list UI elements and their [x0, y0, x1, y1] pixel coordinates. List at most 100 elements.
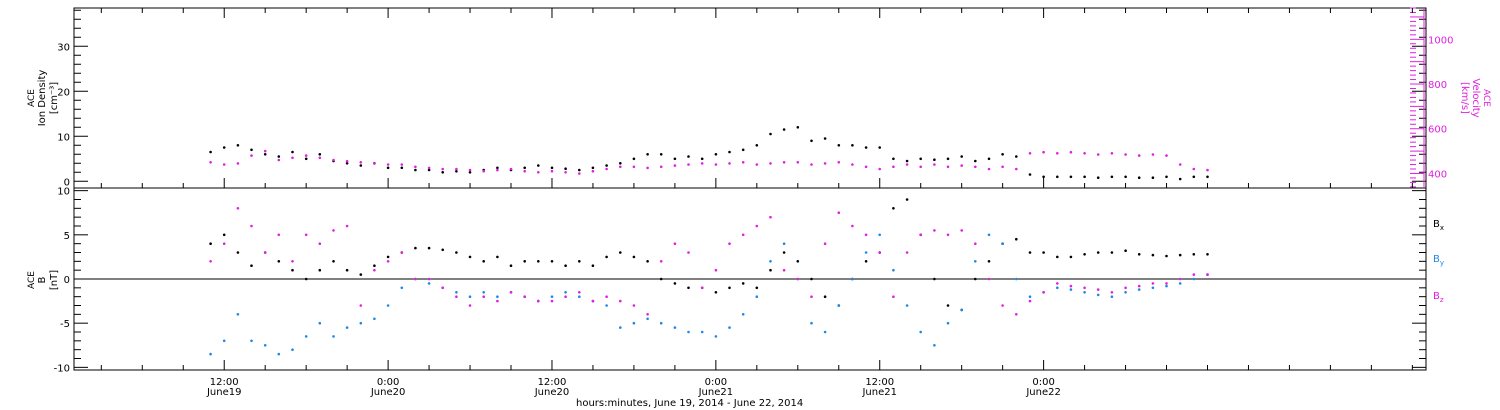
density-point: [250, 148, 253, 152]
bz-point: [386, 260, 390, 263]
bx-point: [1056, 255, 1059, 259]
velocity-tick-label: 1000: [1428, 35, 1453, 46]
bz-point: [741, 233, 745, 237]
velocity-point: [523, 169, 526, 173]
by-point: [810, 321, 813, 325]
bz-point: [687, 251, 690, 254]
by-point: [1069, 288, 1073, 291]
top-left-ylabel-line3: [cm⁻³]: [49, 82, 60, 114]
by-point: [1015, 277, 1018, 281]
by-point: [263, 344, 267, 347]
velocity-point: [796, 161, 800, 164]
ion-density-series: [209, 126, 1209, 181]
velocity-point: [741, 161, 745, 164]
bx-point: [1110, 251, 1114, 254]
bz-point: [263, 251, 267, 254]
by-point: [851, 277, 854, 281]
velocity-point: [605, 167, 608, 171]
velocity-point: [468, 168, 472, 172]
velocity-point: [496, 168, 499, 172]
velocity-point: [687, 163, 690, 166]
bz-point: [236, 207, 240, 210]
bx-point: [796, 260, 800, 263]
velocity-point: [509, 167, 513, 171]
bx-point: [1192, 253, 1196, 256]
velocity-point: [933, 163, 936, 166]
top-right-ylabel: ACE Velocity [km/s]: [1459, 78, 1491, 117]
bx-point: [769, 268, 772, 272]
bz-point: [591, 299, 595, 303]
top-right-ylabel-line3: [km/s]: [1459, 82, 1470, 114]
velocity-point: [851, 163, 854, 166]
density-tick-label: 10: [57, 132, 70, 143]
density-point: [578, 168, 581, 172]
by-point: [1137, 288, 1141, 291]
top-left-ylabel-line1: ACE: [27, 89, 37, 107]
density-point: [905, 159, 909, 163]
density-point: [687, 155, 690, 158]
by-point: [1178, 282, 1182, 285]
bz-point: [837, 211, 841, 214]
density-point: [1015, 155, 1018, 158]
by-point: [400, 286, 404, 290]
density-point: [605, 164, 608, 167]
velocity-point: [277, 158, 281, 162]
velocity-point: [632, 165, 636, 169]
velocity-point: [782, 161, 786, 164]
density-point: [892, 157, 895, 161]
velocity-point: [946, 165, 950, 169]
bx-point: [523, 260, 526, 263]
density-point: [441, 171, 445, 174]
bz-point: [291, 260, 294, 263]
by-point: [782, 242, 786, 245]
bz-point: [345, 224, 349, 228]
bz-point: [373, 268, 376, 272]
velocity-point: [1001, 165, 1004, 169]
velocity-point: [659, 165, 663, 169]
bz-point: [209, 260, 212, 263]
bz-point: [700, 286, 704, 290]
velocity-point: [769, 162, 772, 165]
density-point: [359, 164, 363, 167]
bz-point: [1192, 273, 1196, 276]
bx-point: [591, 264, 595, 268]
by-point: [933, 344, 936, 347]
bx-point: [1137, 253, 1141, 256]
by-point: [837, 304, 841, 307]
density-point: [468, 171, 472, 174]
density-point: [345, 162, 349, 165]
by-point: [345, 326, 349, 329]
by-point: [250, 339, 253, 343]
velocity-point: [1124, 153, 1127, 156]
bz-point: [578, 291, 581, 294]
velocity-point: [673, 164, 677, 167]
top-left-ylabel: ACE Ion Density [cm⁻³]: [27, 70, 60, 127]
bz-point: [537, 299, 540, 303]
bx-point: [550, 260, 554, 263]
density-point: [209, 150, 212, 154]
density-point: [427, 168, 431, 172]
by-point: [823, 330, 827, 334]
by-point: [987, 233, 991, 237]
density-tick-label: 0: [64, 177, 70, 188]
bz-point: [878, 251, 881, 254]
bx-point: [1083, 253, 1086, 256]
bz-point: [455, 295, 458, 299]
bz-point: [823, 242, 827, 245]
bz-point: [1151, 282, 1155, 285]
by-point: [1124, 291, 1127, 294]
legend-bx: Bx: [1433, 219, 1444, 232]
by-point: [632, 321, 636, 325]
density-point: [1151, 176, 1155, 179]
velocity-point: [304, 154, 308, 157]
by-point: [905, 304, 909, 307]
bx-point: [291, 268, 294, 272]
bz-point: [605, 295, 608, 299]
bz-point: [222, 242, 226, 245]
velocity-point: [455, 167, 458, 171]
density-point: [864, 146, 868, 149]
velocity-point: [987, 167, 991, 171]
by-point: [578, 295, 581, 299]
velocity-point: [837, 161, 841, 164]
density-point: [1056, 175, 1059, 179]
